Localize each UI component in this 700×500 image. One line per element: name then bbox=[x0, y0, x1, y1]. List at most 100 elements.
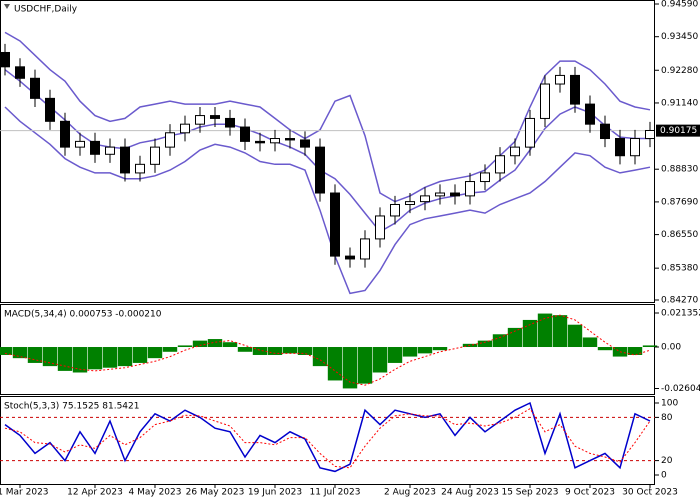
x-tick-label: 26 May 2023 bbox=[186, 488, 245, 498]
candle-body bbox=[570, 74, 580, 105]
candle-body bbox=[555, 74, 565, 85]
y-tick-label: 100 bbox=[661, 398, 678, 408]
macd-bar bbox=[132, 347, 148, 363]
candle-body bbox=[75, 140, 85, 148]
candle-body bbox=[225, 117, 235, 128]
candle-body bbox=[330, 192, 340, 257]
x-tick-label: 9 Oct 2023 bbox=[565, 488, 615, 498]
candle-body bbox=[180, 123, 190, 134]
macd-bar bbox=[642, 345, 658, 348]
indicator-title: MACD(5,34,4) 0.000753 -0.000210 bbox=[4, 310, 162, 320]
macd-bar bbox=[57, 347, 73, 371]
chart-title: USDCHF,Daily bbox=[14, 5, 78, 15]
y-tick-label: 0.85380 bbox=[661, 264, 698, 274]
candle-body bbox=[600, 123, 610, 140]
x-tick-label: 4 May 2023 bbox=[129, 488, 182, 498]
macd-bar bbox=[177, 345, 193, 348]
y-tick-label: 0.92280 bbox=[661, 66, 698, 76]
macd-bar bbox=[477, 340, 493, 348]
candle-body bbox=[630, 138, 640, 157]
macd-bar bbox=[267, 347, 283, 355]
macd-bar bbox=[567, 324, 583, 348]
y-tick-label: 0.88830 bbox=[661, 165, 698, 175]
candle-body bbox=[585, 103, 595, 125]
macd-bar bbox=[42, 347, 58, 367]
candle-body bbox=[315, 146, 325, 194]
macd-bar bbox=[312, 347, 328, 367]
last-price-box bbox=[656, 124, 700, 137]
macd-bar bbox=[162, 347, 178, 352]
macd-bar bbox=[597, 347, 613, 351]
candle-body bbox=[240, 126, 250, 142]
macd-bar bbox=[552, 315, 568, 348]
x-tick-label: 15 Sep 2023 bbox=[501, 488, 558, 498]
macd-bar bbox=[252, 347, 268, 355]
candle-body bbox=[525, 117, 535, 148]
y-tick-label: 0.87690 bbox=[661, 197, 698, 207]
candle-body bbox=[390, 203, 400, 217]
macd-bar bbox=[297, 347, 313, 355]
y-tick-label: 80 bbox=[661, 413, 673, 423]
indicator-title: Stoch(5,3,3) 75.1525 81.5421 bbox=[4, 402, 139, 412]
macd-bar bbox=[582, 337, 598, 348]
candle-body bbox=[270, 138, 280, 144]
y-tick-label: 0.00 bbox=[661, 343, 681, 353]
candle-body bbox=[285, 138, 295, 141]
stoch-panel bbox=[0, 396, 655, 485]
macd-bar bbox=[387, 347, 403, 363]
x-tick-label: 19 Jun 2023 bbox=[248, 488, 302, 498]
candle-body bbox=[420, 195, 430, 203]
y-tick-label: 0 bbox=[661, 470, 667, 480]
macd-bar bbox=[87, 347, 103, 370]
candle-body bbox=[645, 129, 655, 140]
y-tick-label: -0.026041 bbox=[661, 384, 700, 394]
macd-bar bbox=[147, 347, 163, 359]
macd-bar bbox=[207, 339, 223, 348]
last-price-label: 0.90175 bbox=[660, 126, 697, 136]
candle-body bbox=[345, 255, 355, 260]
x-tick-label: 11 Jul 2023 bbox=[310, 488, 361, 498]
candle-body bbox=[510, 146, 520, 157]
candle-body bbox=[465, 181, 475, 197]
x-tick-label: 21 Mar 2023 bbox=[0, 488, 49, 498]
macd-signal bbox=[4, 314, 651, 386]
candle-body bbox=[135, 163, 145, 174]
y-tick-label: 0.91140 bbox=[661, 98, 698, 108]
macd-bar bbox=[432, 347, 448, 351]
candle-body bbox=[105, 146, 115, 155]
y-tick-label: 0.94590 bbox=[661, 0, 698, 10]
macd-bar bbox=[27, 347, 43, 363]
y-tick-label: 20 bbox=[661, 456, 673, 466]
candle-body bbox=[90, 140, 100, 155]
price-panel bbox=[0, 0, 655, 303]
candle-body bbox=[30, 77, 40, 99]
x-tick-label: 12 Apr 2023 bbox=[67, 488, 123, 498]
macd-bar bbox=[342, 347, 358, 389]
y-tick-label: 0.021352 bbox=[661, 308, 700, 318]
macd-bar bbox=[402, 347, 418, 357]
macd-bar bbox=[327, 347, 343, 381]
bollinger-upper bbox=[4, 31, 651, 203]
x-tick-label: 24 Aug 2023 bbox=[441, 488, 499, 498]
macd-bar bbox=[12, 347, 28, 359]
macd-bar bbox=[627, 347, 643, 355]
candle-body bbox=[15, 66, 25, 79]
macd-bar bbox=[117, 347, 133, 367]
macd-bar bbox=[282, 347, 298, 354]
candle-body bbox=[615, 138, 625, 157]
stoch-line bbox=[4, 408, 651, 469]
candle-body bbox=[210, 115, 220, 119]
candle-body bbox=[60, 120, 70, 148]
candle-body bbox=[0, 51, 10, 68]
macd-bar bbox=[0, 347, 13, 355]
x-tick-label: 2 Aug 2023 bbox=[384, 488, 436, 498]
macd-bar bbox=[192, 340, 208, 348]
candle-body bbox=[450, 192, 460, 197]
macd-bar bbox=[372, 347, 388, 373]
macd-bar bbox=[222, 342, 238, 348]
candle-body bbox=[495, 155, 505, 174]
candle-body bbox=[255, 140, 265, 144]
y-tick-label: 0.93450 bbox=[661, 32, 698, 42]
macd-bar bbox=[357, 347, 373, 384]
